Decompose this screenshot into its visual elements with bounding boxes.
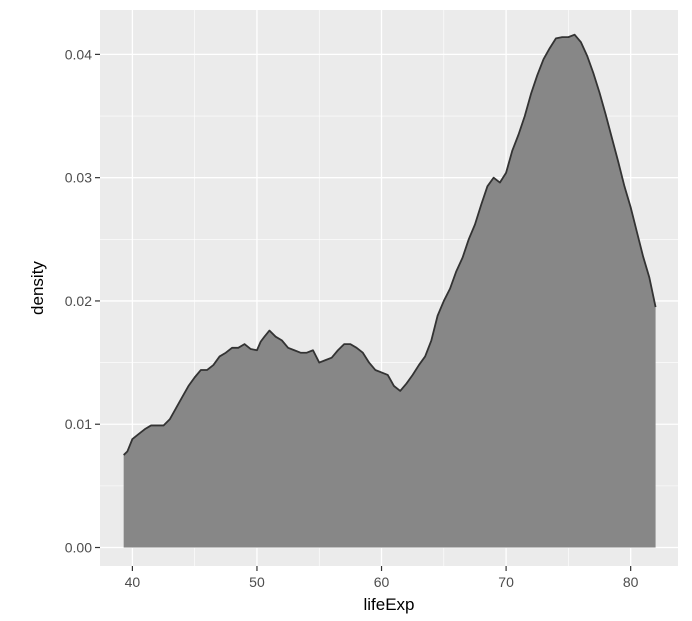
y-tick-label: 0.00 xyxy=(65,540,92,556)
x-axis-title: lifeExp xyxy=(363,595,414,614)
x-tick-label: 70 xyxy=(498,574,514,590)
y-tick-label: 0.01 xyxy=(65,416,92,432)
x-tick-label: 60 xyxy=(374,574,390,590)
y-tick-label: 0.04 xyxy=(65,46,92,62)
x-tick-label: 80 xyxy=(623,574,639,590)
density-outline xyxy=(123,33,657,456)
x-axis: 40 50 60 70 80 xyxy=(125,566,639,590)
y-axis-title: density xyxy=(28,261,47,315)
y-axis: 0.00 0.01 0.02 0.03 0.04 xyxy=(65,46,100,556)
x-tick-label: 50 xyxy=(249,574,265,590)
y-tick-label: 0.03 xyxy=(65,170,92,186)
y-tick-label: 0.02 xyxy=(65,293,92,309)
x-tick-label: 40 xyxy=(125,574,141,590)
density-area xyxy=(123,34,656,548)
